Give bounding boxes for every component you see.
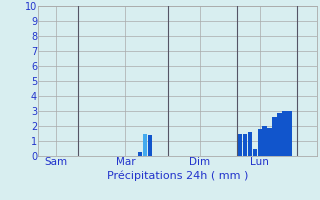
X-axis label: Précipitations 24h ( mm ): Précipitations 24h ( mm ): [107, 170, 248, 181]
Bar: [138, 152, 142, 156]
Bar: [148, 135, 152, 156]
Bar: [268, 128, 272, 156]
Bar: [143, 134, 148, 156]
Bar: [252, 148, 257, 156]
Bar: [287, 111, 292, 156]
Bar: [282, 111, 287, 156]
Bar: [248, 132, 252, 156]
Bar: [272, 117, 277, 156]
Bar: [262, 126, 267, 156]
Bar: [277, 112, 282, 156]
Bar: [243, 134, 247, 156]
Bar: [238, 134, 242, 156]
Bar: [258, 129, 262, 156]
